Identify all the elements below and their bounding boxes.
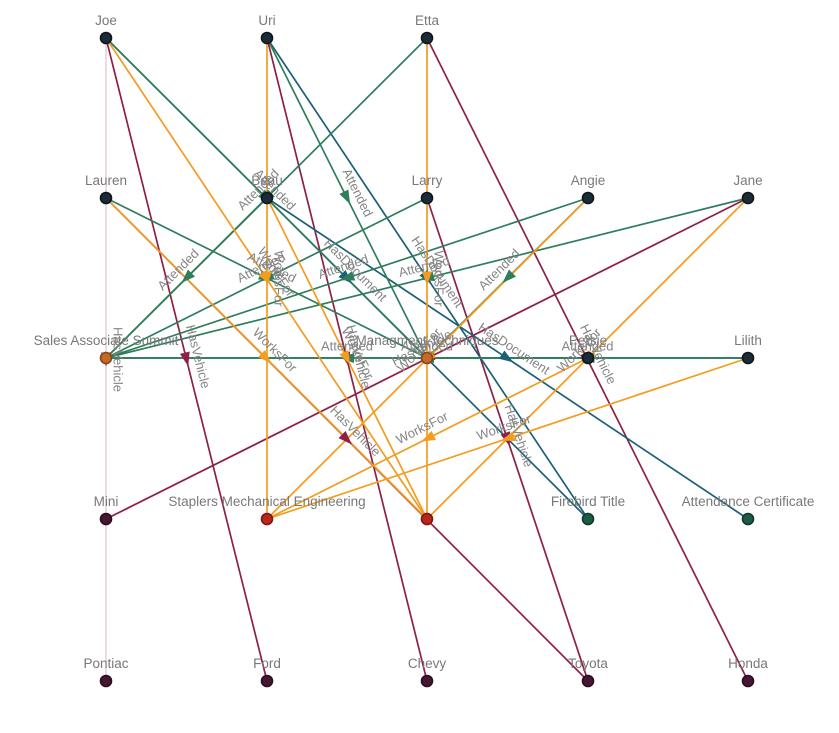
edge-label-uri-sme: WorksFor: [272, 250, 287, 307]
graph-node-persie[interactable]: [581, 351, 595, 365]
edge-arrow-icon: [500, 431, 516, 442]
edge-arrow-icon: [421, 430, 436, 442]
node-label-beau: Beau: [251, 173, 283, 188]
graph-node-chevy[interactable]: [420, 674, 434, 688]
graph-node-toyota[interactable]: [581, 674, 595, 688]
edge-arrow-icon: [422, 271, 432, 286]
graph-node-mini[interactable]: [99, 512, 113, 526]
edge-arrow-icon: [258, 350, 272, 364]
node-label-uri: Uri: [258, 13, 275, 28]
graph-node-jane[interactable]: [741, 191, 755, 205]
node-label-toyota: Toyota: [568, 656, 608, 671]
edge-arrow-icon: [340, 271, 356, 281]
graph-node-angie[interactable]: [581, 191, 595, 205]
graph-node-beau[interactable]: [260, 191, 274, 205]
node-label-persie: Persie: [569, 333, 607, 348]
edge-label-etta-co2: WorksFor: [432, 250, 447, 307]
node-label-angie: Angie: [571, 173, 606, 188]
graph-node-joe[interactable]: [99, 31, 113, 45]
graph-node-sas[interactable]: [99, 351, 113, 365]
graph-node-etta[interactable]: [420, 31, 434, 45]
edge-arrow-icon: [338, 431, 352, 445]
graph-node-co2[interactable]: [420, 512, 434, 526]
node-label-etta: Etta: [415, 13, 440, 28]
edge-label-joe-pontiac: HasVehicle: [111, 327, 126, 392]
node-label-mini: Mini: [94, 494, 119, 509]
edge-label-lilith-sas: Attended: [401, 338, 453, 353]
node-label-ford: Ford: [253, 656, 281, 671]
edge-arrow-icon: [181, 269, 195, 283]
edge-label-persie-sas: Attended: [321, 338, 373, 353]
edge-arrow-icon: [339, 350, 351, 365]
graph-node-uri[interactable]: [260, 31, 274, 45]
graph-node-lauren[interactable]: [99, 191, 113, 205]
graph-node-mt[interactable]: [420, 351, 434, 365]
graph-node-honda[interactable]: [741, 674, 755, 688]
edge-arrow-icon: [262, 271, 272, 286]
node-label-joe: Joe: [95, 13, 117, 28]
graph-node-sme[interactable]: [260, 512, 274, 526]
node-label-lilith: Lilith: [734, 333, 762, 348]
node-label-lauren: Lauren: [85, 173, 127, 188]
graph-node-lilith[interactable]: [741, 351, 755, 365]
node-label-ac: Attendance Certificate: [682, 494, 815, 509]
node-label-chevy: Chevy: [408, 656, 447, 671]
graph-node-ft[interactable]: [581, 512, 595, 526]
node-label-sme: Staplers Mechanical Engineering: [168, 494, 365, 509]
node-label-pontiac: Pontiac: [83, 656, 128, 671]
edge-label-lilith-mt: Attended: [561, 338, 613, 353]
node-label-jane: Jane: [733, 173, 762, 188]
node-label-mt: Managment Techniques: [355, 333, 498, 348]
edge-arrow-icon: [179, 351, 190, 367]
graph-node-ford[interactable]: [260, 674, 274, 688]
node-label-honda: Honda: [728, 656, 768, 671]
graph-node-ac[interactable]: [741, 512, 755, 526]
edge-arrow-icon: [498, 350, 514, 363]
edge-arrow-icon: [502, 269, 516, 283]
graph-node-pontiac[interactable]: [99, 674, 113, 688]
node-label-larry: Larry: [412, 173, 443, 188]
node-label-ft: Firebird Title: [551, 494, 625, 509]
node-label-sas: Sales Associate Summit: [34, 333, 179, 348]
graph-node-larry[interactable]: [420, 191, 434, 205]
edge-arrow-icon: [339, 189, 351, 205]
